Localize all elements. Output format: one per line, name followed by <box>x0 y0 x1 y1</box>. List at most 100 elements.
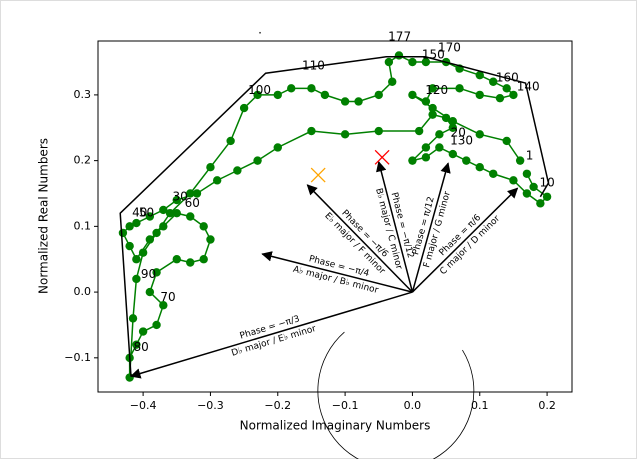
arrow-labels: Phase = π/12F major / G minor <box>411 190 453 269</box>
y-tick-label: 0.3 <box>74 88 92 101</box>
point-label: 160 <box>496 70 519 84</box>
point <box>428 110 437 119</box>
x-axis-label: Normalized Imaginary Numbers <box>240 419 431 433</box>
point <box>384 57 394 67</box>
plot-frame <box>97 40 573 393</box>
phase-arrow <box>129 291 413 379</box>
point-label: 60 <box>185 196 200 210</box>
point <box>489 77 498 86</box>
point <box>186 189 195 198</box>
point <box>192 189 202 198</box>
point <box>448 116 458 126</box>
point <box>495 93 505 103</box>
point <box>206 163 215 172</box>
point <box>138 248 148 257</box>
point <box>374 90 383 100</box>
point <box>475 163 484 172</box>
point-label: 110 <box>302 58 325 72</box>
point-label: 177 <box>388 30 411 44</box>
point <box>435 143 444 152</box>
point <box>475 130 484 139</box>
point <box>128 314 138 323</box>
phase-arc <box>317 331 475 463</box>
point <box>159 205 168 215</box>
point <box>515 156 525 165</box>
point <box>287 84 296 93</box>
point <box>233 166 242 175</box>
point <box>428 103 437 113</box>
point <box>340 130 350 139</box>
phase-arrow <box>306 184 413 293</box>
point <box>253 156 262 165</box>
point <box>138 327 148 336</box>
point <box>542 192 552 201</box>
point <box>199 255 208 264</box>
y-axis-label: Normalized Real Numbers <box>37 138 51 294</box>
point <box>536 199 545 208</box>
point-label: 130 <box>450 133 473 147</box>
point <box>354 97 363 106</box>
point-label: 50 <box>139 206 154 220</box>
y-tick-label: 0.1 <box>74 219 92 232</box>
phase-arrow <box>411 162 451 293</box>
point <box>340 97 350 106</box>
point-label: 40 <box>132 206 147 220</box>
x-tick-label: 0.0 <box>404 399 422 412</box>
x-tick-label: −0.3 <box>197 399 224 412</box>
point-label: 1 <box>526 149 534 163</box>
point <box>253 90 262 100</box>
point <box>421 57 431 67</box>
point <box>388 77 397 86</box>
point <box>159 222 168 231</box>
point <box>165 209 175 218</box>
point <box>408 57 417 67</box>
point <box>448 149 458 159</box>
point <box>273 90 282 100</box>
point <box>320 90 330 100</box>
point <box>152 268 161 277</box>
point <box>408 90 417 100</box>
x-marker <box>310 167 326 183</box>
y-tick-label: 0.0 <box>74 285 92 298</box>
point-label: 10 <box>539 175 554 189</box>
point <box>421 143 431 152</box>
point <box>145 212 155 221</box>
y-tick-label: −0.1 <box>64 351 91 364</box>
x-tick-label: −0.1 <box>332 399 359 412</box>
point <box>199 222 208 231</box>
y-tick-label: 0.2 <box>74 154 92 167</box>
point <box>172 195 181 205</box>
point <box>118 228 128 238</box>
point <box>428 84 437 93</box>
point-label: 170 <box>438 41 461 55</box>
point <box>394 51 404 60</box>
point <box>132 255 141 264</box>
point <box>441 113 451 123</box>
point <box>152 320 161 330</box>
point <box>448 123 458 132</box>
point <box>132 274 141 284</box>
point <box>455 84 464 93</box>
point <box>502 136 511 146</box>
point <box>307 126 316 136</box>
point-label: 150 <box>422 47 445 61</box>
point <box>307 84 316 93</box>
point <box>475 90 484 100</box>
x-tick-label: 0.2 <box>538 399 556 412</box>
point <box>172 255 181 264</box>
point <box>125 222 134 231</box>
point <box>152 228 161 238</box>
point <box>206 235 215 244</box>
point <box>212 176 222 185</box>
point-label: 20 <box>451 126 466 140</box>
point-label: 30 <box>173 189 188 203</box>
point <box>186 258 195 267</box>
point-label: 80 <box>133 340 148 354</box>
series-line <box>119 56 550 377</box>
point-label: 140 <box>517 80 540 94</box>
point <box>421 153 431 162</box>
point <box>475 70 484 80</box>
point <box>132 218 141 228</box>
point <box>125 373 134 382</box>
point <box>522 189 532 198</box>
